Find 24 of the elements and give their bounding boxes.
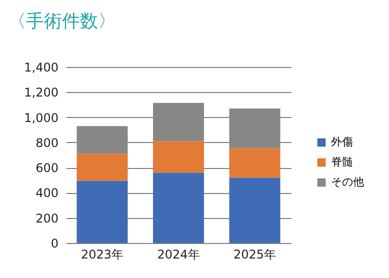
chart-title: 〈手術件数〉 [8,11,116,32]
bar [153,141,204,173]
y-tick-label: 0 [50,236,58,250]
legend-label: その他 [331,176,364,188]
legend-label: 脊髄 [331,156,353,168]
x-tick-label: 2024年 [157,248,200,262]
bar [153,172,204,243]
y-tick-label: 1,200 [24,86,58,100]
x-tick-label: 2023年 [80,248,124,262]
bar [229,148,280,178]
y-tick-label: 200 [36,211,58,226]
y-tick-label: 1,000 [24,110,58,125]
bar [76,126,128,154]
bar [76,154,128,181]
bar [76,180,128,243]
bar [229,108,280,148]
y-tick-label: 600 [36,161,58,176]
y-tick-label: 1,400 [24,60,58,74]
y-tick-label: 400 [36,186,58,200]
y-tick-label: 800 [36,136,58,150]
x-tick-label: 2025年 [234,248,276,262]
legend-label: 外傷 [331,136,353,148]
bar [153,102,204,142]
bar [229,178,280,243]
